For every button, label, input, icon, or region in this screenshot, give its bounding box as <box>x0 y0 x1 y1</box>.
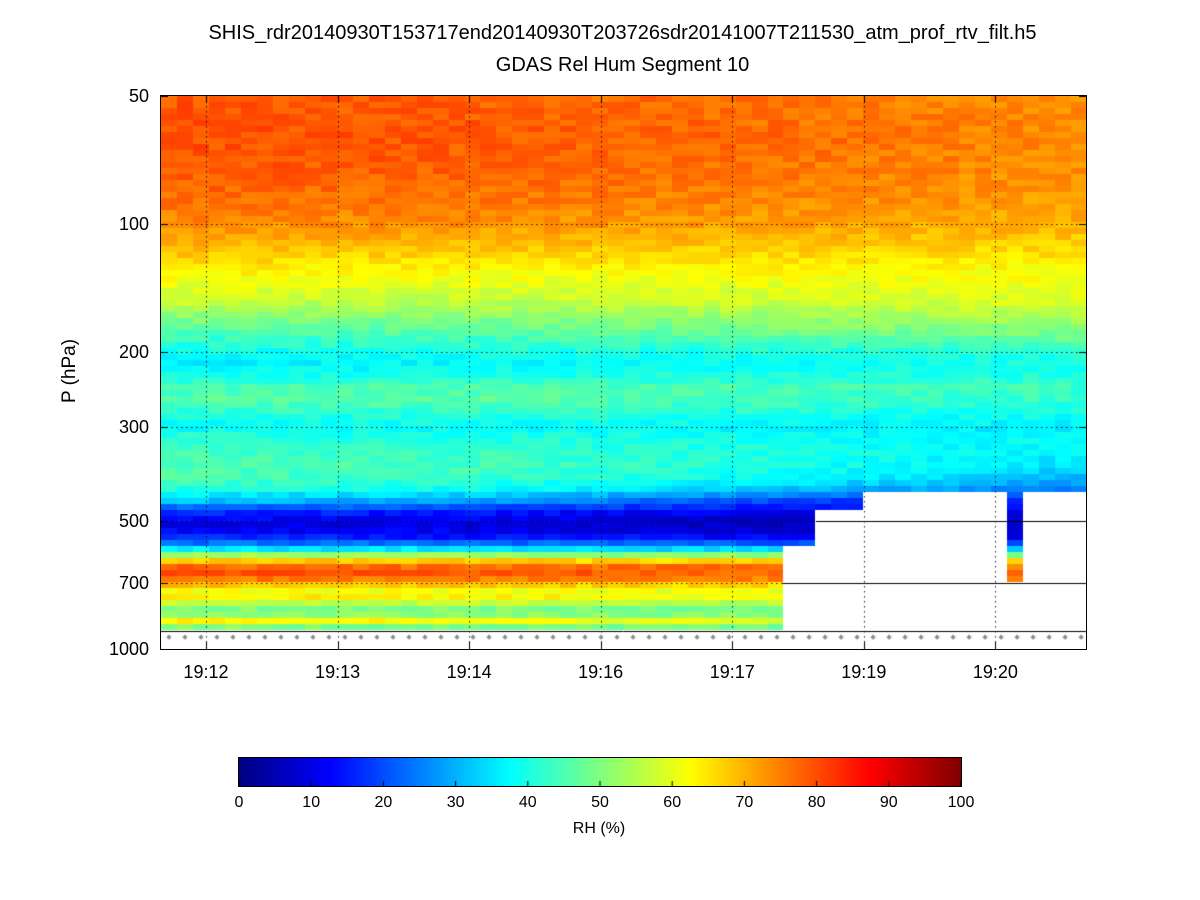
colorbar-ticks: 0 10 20 30 40 50 60 70 80 90 100 <box>235 794 975 814</box>
y-tick-label: 300 <box>118 416 149 437</box>
x-tick-label: 19:17 <box>709 662 755 682</box>
x-tick-label: 19:13 <box>315 662 361 682</box>
colorbar-tick-label: 30 <box>446 794 465 811</box>
y-axis-label: P (hPa) <box>59 338 80 404</box>
colorbar <box>238 757 962 787</box>
colorbar-label: RH (%) <box>572 820 626 837</box>
heatmap-canvas <box>161 96 1086 649</box>
colorbar-tick-label: 0 <box>234 794 244 811</box>
x-tick-label: 19:20 <box>972 662 1018 682</box>
colorbar-tick-label: 10 <box>302 794 321 811</box>
y-tick-label: 1000 <box>108 639 149 659</box>
colorbar-tick-label: 100 <box>947 794 975 811</box>
y-tick-label: 500 <box>118 511 149 532</box>
x-tick-label: 19:16 <box>578 662 624 682</box>
y-tick-label: 100 <box>118 213 149 234</box>
y-tick-label: 200 <box>118 341 149 362</box>
colorbar-tick-label: 80 <box>807 794 826 811</box>
plot-title: SHIS_rdr20140930T153717end20140930T20372… <box>208 22 1037 44</box>
colorbar-canvas <box>239 758 961 786</box>
colorbar-tick-label: 60 <box>663 794 682 811</box>
colorbar-tick-label: 70 <box>735 794 754 811</box>
y-tick-label: 50 <box>128 86 149 106</box>
x-tick-label: 19:19 <box>841 662 887 682</box>
colorbar-tick-label: 90 <box>879 794 898 811</box>
x-tick-label: 19:14 <box>446 662 492 682</box>
colorbar-tick-label: 50 <box>591 794 609 811</box>
plot-subtitle: GDAS Rel Hum Segment 10 <box>495 54 750 76</box>
colorbar-tick-label: 40 <box>518 794 537 811</box>
x-tick-label: 19:12 <box>183 662 229 682</box>
colorbar-tick-label: 20 <box>374 794 393 811</box>
y-tick-label: 700 <box>118 573 149 594</box>
plot-area: 50 100 200 300 500 700 1000 19:12 19:13 19:14 19:… <box>109 86 1087 682</box>
